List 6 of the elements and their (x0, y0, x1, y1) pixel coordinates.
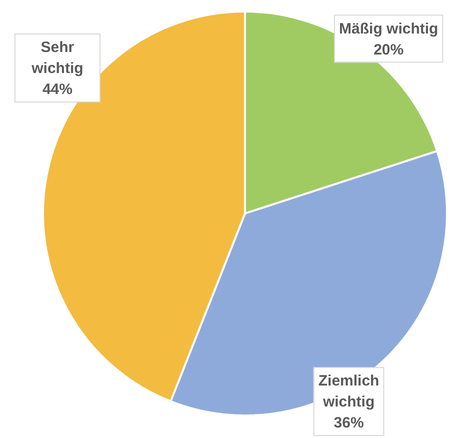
slice-label: Mäßig wichtig (339, 20, 438, 38)
data-label: 36% (334, 414, 364, 432)
data-label: 44% (42, 81, 72, 98)
slice-label: Ziemlich wichtig (318, 372, 380, 411)
data-label: 20% (374, 41, 404, 58)
slice-label: Sehr wichtig (30, 39, 84, 78)
